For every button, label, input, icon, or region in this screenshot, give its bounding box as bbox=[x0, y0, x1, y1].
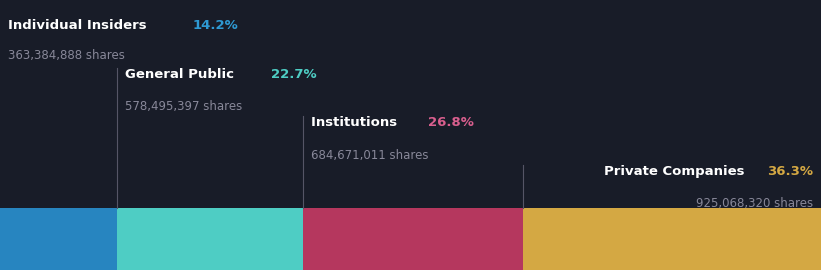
Bar bbox=[117, 208, 303, 270]
Text: Institutions: Institutions bbox=[311, 116, 402, 129]
Text: 26.8%: 26.8% bbox=[429, 116, 475, 129]
Text: 22.7%: 22.7% bbox=[272, 68, 317, 80]
Text: Private Companies: Private Companies bbox=[604, 165, 750, 178]
Text: 14.2%: 14.2% bbox=[193, 19, 239, 32]
Bar bbox=[303, 208, 523, 270]
Text: Individual Insiders: Individual Insiders bbox=[8, 19, 151, 32]
Text: 578,495,397 shares: 578,495,397 shares bbox=[125, 100, 242, 113]
Text: 363,384,888 shares: 363,384,888 shares bbox=[8, 49, 125, 62]
Text: 36.3%: 36.3% bbox=[767, 165, 813, 178]
Text: General Public: General Public bbox=[125, 68, 238, 80]
Text: 925,068,320 shares: 925,068,320 shares bbox=[695, 197, 813, 210]
Bar bbox=[0, 208, 117, 270]
Bar bbox=[523, 208, 821, 270]
Text: 684,671,011 shares: 684,671,011 shares bbox=[311, 148, 429, 161]
